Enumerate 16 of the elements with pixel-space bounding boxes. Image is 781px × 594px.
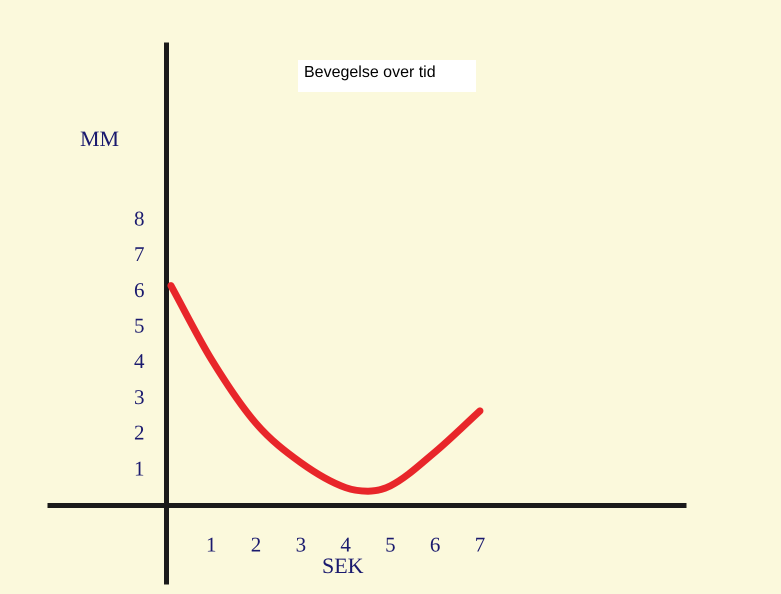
x-tick-label: 7 bbox=[474, 532, 486, 557]
y-tick-label: 6 bbox=[134, 278, 144, 302]
x-tick-label: 6 bbox=[430, 532, 440, 557]
text: Bevegelse over tid bbox=[298, 60, 476, 92]
y-tick-label: 1 bbox=[134, 456, 144, 480]
y-tick-label: 5 bbox=[134, 314, 144, 338]
x-tick-label: 3 bbox=[296, 532, 306, 557]
y-axis-title: MM bbox=[80, 126, 120, 152]
y-tick-label: 3 bbox=[134, 384, 144, 409]
y-tick-label: 2 bbox=[134, 420, 144, 445]
y-tick-label: 8 bbox=[134, 206, 144, 230]
x-tick-label: 5 bbox=[385, 532, 396, 557]
y-tick-label: 7 bbox=[134, 242, 144, 266]
y-tick-label: 4 bbox=[134, 349, 145, 374]
x-tick-label: 2 bbox=[250, 532, 262, 557]
x-tick-label: 1 bbox=[206, 532, 216, 557]
